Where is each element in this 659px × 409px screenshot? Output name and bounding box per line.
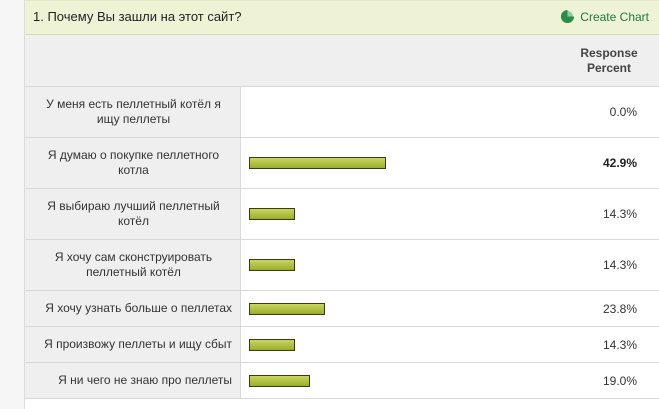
bar-cell [241,291,563,326]
response-percent-header: Response Percent [580,46,638,75]
question-title: 1. Почему Вы зашли на этот сайт? [33,9,242,24]
create-chart-link[interactable]: Create Chart [560,9,649,24]
bar-cell [241,87,563,137]
table-row: Я думаю о покупке пеллетного котла 42.9% [25,138,659,189]
response-percent: 23.8% [602,301,637,316]
question-header: 1. Почему Вы зашли на этот сайт? Create … [25,0,659,35]
table-row: У меня есть пеллетный котёл я ищу пеллет… [25,87,659,138]
create-chart-label: Create Chart [580,9,649,24]
bar-cell [241,327,563,362]
response-percent: 19.0% [602,373,637,388]
table-row: Я выбираю лучший пеллетный котёл 14.3% [25,189,659,240]
pie-chart-icon [560,9,575,24]
response-percent: 42.9% [602,156,637,170]
bar-cell [241,189,563,239]
table-row: Я хочу сам сконструировать пеллетный кот… [25,240,659,291]
response-percent: 14.3% [602,258,637,272]
table-row: Я произвожу пеллеты и ищу сбыт 14.3% [25,327,659,363]
bar-cell [241,138,563,188]
answer-label: Я хочу сам сконструировать пеллетный кот… [54,250,213,279]
bar-cell [241,363,563,398]
answer-label-cell: Я произвожу пеллеты и ищу сбыт [25,327,241,362]
response-bar [249,302,325,315]
response-percent: 0.0% [609,105,637,119]
answer-label-cell: Я выбираю лучший пеллетный котёл [25,189,241,239]
response-bar [249,374,310,387]
response-bar [249,208,295,220]
answer-label: Я ни чего не знаю про пеллеты [58,373,232,387]
survey-results-panel: 1. Почему Вы зашли на этот сайт? Create … [24,0,659,409]
response-bar [249,259,295,271]
results-table: Response Percent У меня есть пеллетный к… [25,35,659,399]
table-row: Я хочу узнать больше о пеллетах 23.8% [25,291,659,327]
answer-label: Я хочу узнать больше о пеллетах [45,301,232,315]
answer-label-cell: Я ни чего не знаю про пеллеты [25,363,241,398]
response-percent: 14.3% [602,207,637,221]
answer-label: У меня есть пеллетный котёл я ищу пеллет… [46,97,221,126]
answer-label: Я произвожу пеллеты и ищу сбыт [44,337,232,351]
response-bar [249,157,386,169]
answer-label-cell: Я хочу сам сконструировать пеллетный кот… [25,240,241,290]
response-bar [249,338,295,351]
table-row: Я ни чего не знаю про пеллеты 19.0% [25,363,659,399]
answer-label-cell: Я думаю о покупке пеллетного котла [25,138,241,188]
answer-label: Я думаю о покупке пеллетного котла [47,148,220,177]
bar-cell [241,240,563,290]
answer-label: Я выбираю лучший пеллетный котёл [47,199,220,228]
answer-label-cell: Я хочу узнать больше о пеллетах [25,291,241,326]
table-header-row: Response Percent [25,35,659,87]
answer-label-cell: У меня есть пеллетный котёл я ищу пеллет… [25,87,241,137]
response-percent: 14.3% [602,337,637,352]
left-margin-strip [0,0,24,409]
